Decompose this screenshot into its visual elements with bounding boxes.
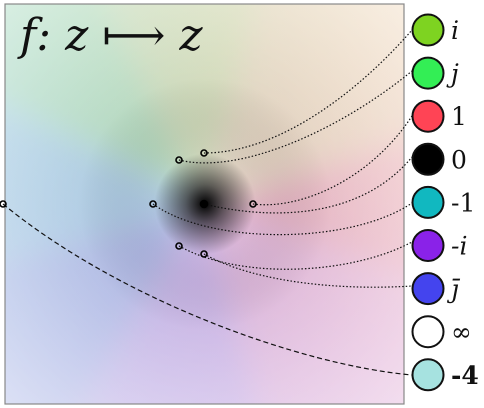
point-1 — [249, 200, 257, 208]
connector-lines — [2, 29, 413, 376]
connector-jbar — [203, 253, 413, 288]
point-minus4 — [0, 200, 7, 208]
connector-minus1 — [152, 202, 413, 236]
legend-label: i — [451, 16, 459, 45]
legend-label: 0 — [451, 145, 467, 174]
legend-label: -4 — [451, 361, 479, 390]
legend-swatch — [411, 13, 445, 47]
legend-swatch — [411, 358, 445, 392]
point-0 — [199, 199, 209, 209]
sample-points — [0, 149, 257, 258]
point-j — [175, 156, 183, 164]
legend-swatch — [411, 229, 445, 262]
legend-swatch — [411, 56, 445, 90]
connector-i — [203, 29, 413, 154]
title: f: z ⟼ z — [17, 10, 203, 61]
legend-item: -4 — [411, 358, 479, 392]
legend-label: 1 — [451, 102, 467, 131]
point-i — [200, 149, 208, 157]
point-jbar — [200, 250, 208, 258]
legend-swatch — [411, 315, 445, 349]
legend-item: j — [411, 56, 459, 90]
legend-item: ∞ — [411, 315, 472, 349]
legend-label: j — [446, 59, 459, 88]
connector-1 — [252, 115, 413, 206]
plot-frame — [4, 3, 405, 405]
legend-swatch — [411, 142, 445, 176]
legend-item: -1 — [411, 185, 475, 219]
legend-swatch — [411, 185, 445, 219]
connector-minus-i — [178, 241, 413, 270]
legend-label: -1 — [451, 188, 475, 217]
point-minus1 — [149, 200, 157, 208]
legend-item: j̄ — [411, 272, 461, 306]
legend-item: i — [411, 13, 459, 47]
legend-label: -i — [451, 232, 467, 261]
point-minus-i — [175, 242, 183, 250]
legend-label: j̄ — [446, 275, 461, 304]
legend-label: ∞ — [451, 318, 472, 347]
connector-j — [178, 70, 413, 164]
legend-item: 1 — [411, 99, 467, 133]
legend-item: -i — [411, 229, 467, 262]
legend-swatch — [411, 272, 445, 306]
legend: ij 1 0 -1 -i j̄ ∞ -4 — [411, 13, 479, 392]
legend-swatch — [411, 99, 445, 133]
legend-item: 0 — [411, 142, 467, 176]
